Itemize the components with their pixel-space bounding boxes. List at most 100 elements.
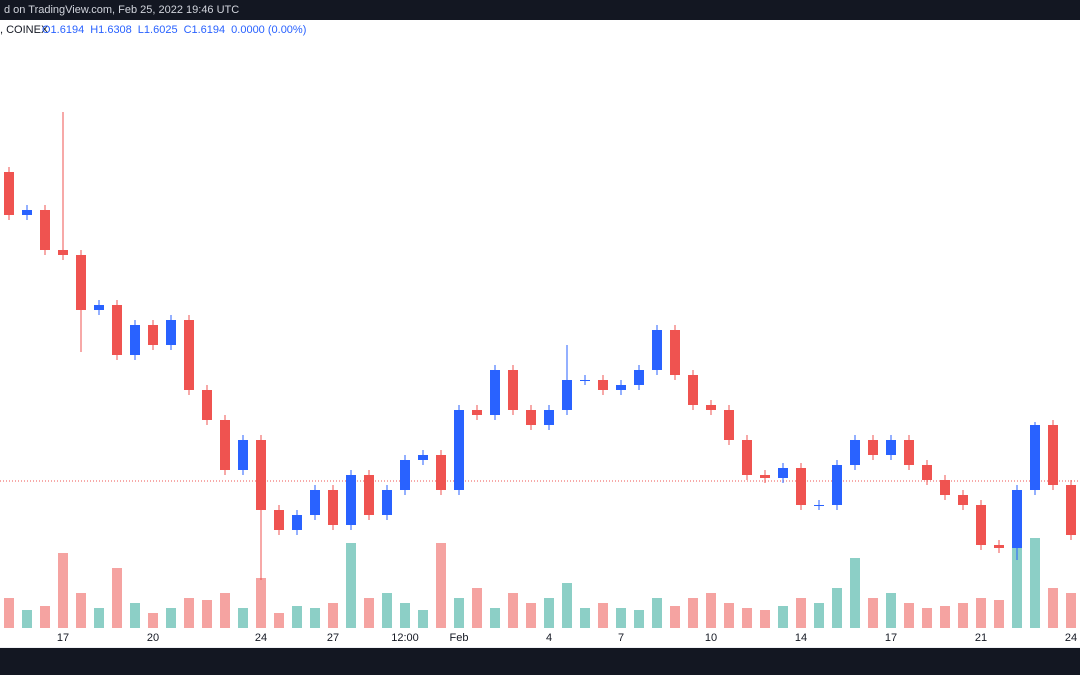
candle-body xyxy=(724,410,734,440)
candle-body xyxy=(292,515,302,530)
candle-body xyxy=(652,330,662,370)
volume-bar xyxy=(616,608,626,628)
legend-value: O1.6194 xyxy=(42,24,84,36)
volume-bar xyxy=(454,598,464,628)
candle-body xyxy=(454,410,464,490)
candle-body xyxy=(598,380,608,390)
candle-body xyxy=(1048,425,1058,485)
candle-body xyxy=(310,490,320,515)
candle-body xyxy=(688,375,698,405)
bottom-bar xyxy=(0,648,1080,675)
volume-bar xyxy=(184,598,194,628)
volume-bar xyxy=(688,598,698,628)
volume-bar xyxy=(580,608,590,628)
candle-body xyxy=(832,465,842,505)
volume-bar xyxy=(436,543,446,628)
candle-body xyxy=(490,370,500,415)
ohlc-legend: O1.6194 H1.6308 L1.6025 C1.6194 0.0000 (0.00… xyxy=(42,24,306,36)
legend-value: H1.6308 xyxy=(90,24,132,36)
volume-bar xyxy=(760,610,770,628)
candle-body xyxy=(886,440,896,455)
candle-body xyxy=(922,465,932,480)
candle-body xyxy=(184,320,194,390)
volume-bar xyxy=(598,603,608,628)
volume-bar xyxy=(526,603,536,628)
candle-body xyxy=(1066,485,1076,535)
candle-body xyxy=(616,385,626,390)
candle-body xyxy=(76,255,86,310)
volume-bar xyxy=(490,608,500,628)
volume-bar xyxy=(220,593,230,628)
volume-bar xyxy=(670,606,680,628)
candle-body xyxy=(562,380,572,410)
volume-bar xyxy=(1048,588,1058,628)
volume-bar xyxy=(166,608,176,628)
candle-body xyxy=(58,250,68,255)
x-tick-label: 24 xyxy=(255,632,267,644)
volume-bar xyxy=(850,558,860,628)
volume-bar xyxy=(400,603,410,628)
candle-body xyxy=(166,320,176,345)
candle-body xyxy=(1012,490,1022,548)
candle-body xyxy=(364,475,374,515)
volume-bar xyxy=(562,583,572,628)
volume-bar xyxy=(1066,593,1076,628)
x-tick-label: Feb xyxy=(450,632,469,644)
candle-body xyxy=(940,480,950,495)
candle-body xyxy=(868,440,878,455)
candle-body xyxy=(814,505,824,506)
volume-bar xyxy=(814,603,824,628)
volume-bar xyxy=(706,593,716,628)
candle-body xyxy=(760,475,770,478)
volume-bar xyxy=(4,598,14,628)
candle-body xyxy=(994,545,1004,548)
legend-value: C1.6194 xyxy=(184,24,226,36)
volume-bar xyxy=(364,598,374,628)
top-bar xyxy=(0,0,1080,20)
x-tick-label: 10 xyxy=(705,632,717,644)
volume-bar xyxy=(418,610,428,628)
volume-bar xyxy=(292,606,302,628)
volume-bar xyxy=(58,553,68,628)
volume-bar xyxy=(40,606,50,628)
symbol: , COINEX xyxy=(0,24,49,36)
volume-bar xyxy=(832,588,842,628)
candle-body xyxy=(112,305,122,355)
volume-bar xyxy=(76,593,86,628)
volume-bar xyxy=(238,608,248,628)
volume-bar xyxy=(742,608,752,628)
legend-value: 0.0000 (0.00%) xyxy=(231,24,306,36)
x-tick-label: 12:00 xyxy=(391,632,419,644)
candle-body xyxy=(580,380,590,381)
volume-bar xyxy=(202,600,212,628)
plot xyxy=(0,112,1080,628)
volume-bar xyxy=(778,606,788,628)
candle-body xyxy=(4,172,14,215)
volume-bar xyxy=(310,608,320,628)
candle-body xyxy=(238,440,248,470)
candle-body xyxy=(382,490,392,515)
volume-bar xyxy=(22,610,32,628)
candle-body xyxy=(958,495,968,505)
candle-body xyxy=(1030,425,1040,490)
candle-body xyxy=(148,325,158,345)
volume-bar xyxy=(256,578,266,628)
candle-body xyxy=(346,475,356,525)
x-tick-label: 20 xyxy=(147,632,159,644)
volume-bar xyxy=(148,613,158,628)
volume-bar xyxy=(868,598,878,628)
x-tick-label: 7 xyxy=(618,632,624,644)
x-tick-label: 24 xyxy=(1065,632,1077,644)
candle-body xyxy=(904,440,914,465)
candle-body xyxy=(544,410,554,425)
candle-body xyxy=(220,420,230,470)
x-tick-label: 4 xyxy=(546,632,552,644)
candle-body xyxy=(274,510,284,530)
volume-bar xyxy=(724,603,734,628)
candle-body xyxy=(130,325,140,355)
volume-bar xyxy=(958,603,968,628)
volume-bar xyxy=(652,598,662,628)
candle-body xyxy=(796,468,806,505)
volume-bar xyxy=(508,593,518,628)
